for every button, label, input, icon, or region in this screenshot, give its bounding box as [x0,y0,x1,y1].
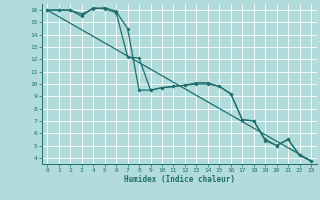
X-axis label: Humidex (Indice chaleur): Humidex (Indice chaleur) [124,175,235,184]
